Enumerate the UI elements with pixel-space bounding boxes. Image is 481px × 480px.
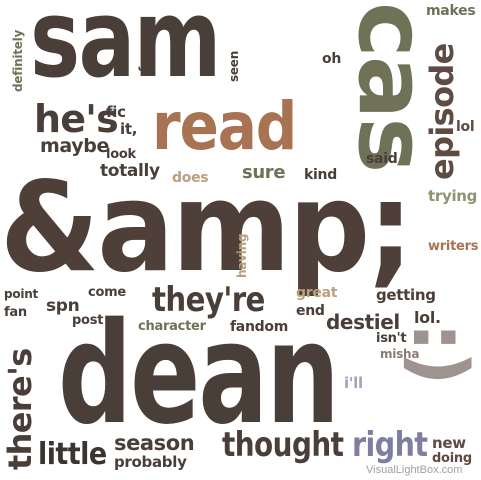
word-it: it, bbox=[120, 120, 138, 138]
word-isnt: isn't bbox=[376, 331, 407, 346]
word-read: read bbox=[152, 88, 297, 165]
word-episode: episode bbox=[423, 43, 461, 180]
word-seen: seen bbox=[227, 50, 241, 82]
word-lol2: lol. bbox=[414, 308, 441, 327]
word-probably: probably bbox=[114, 453, 187, 471]
word-dean: dean bbox=[58, 293, 340, 456]
word-maybe: maybe bbox=[40, 135, 110, 157]
word-hes: he's bbox=[34, 97, 119, 141]
word-season: season bbox=[114, 431, 195, 455]
word-definitely: definitely bbox=[11, 29, 25, 92]
word-misha: misha bbox=[380, 347, 420, 361]
word-theyre: they're bbox=[152, 280, 265, 320]
word-great: great bbox=[296, 285, 338, 301]
word-new: new bbox=[432, 434, 466, 452]
word-destiel: destiel bbox=[326, 310, 400, 334]
word-come: come bbox=[88, 285, 126, 300]
word-ill: i'll bbox=[344, 374, 363, 392]
word-end: end bbox=[296, 303, 325, 319]
watermark-credit: VisualLightBox.com bbox=[366, 464, 463, 476]
word-kind: kind bbox=[304, 167, 337, 183]
word-lol: lol bbox=[456, 119, 475, 135]
word-trying: trying bbox=[428, 187, 478, 205]
word-oh: oh bbox=[322, 51, 342, 67]
word-fans: fans bbox=[137, 43, 151, 72]
word-character: character bbox=[138, 319, 206, 334]
word-sam: sam bbox=[30, 0, 221, 102]
word-post: post bbox=[72, 313, 104, 328]
word-fic: fic bbox=[106, 103, 126, 121]
word-spn: spn bbox=[46, 296, 80, 316]
word-doing: doing bbox=[432, 451, 472, 466]
word-amp: &amp; bbox=[0, 156, 414, 300]
word-thought: thought bbox=[222, 425, 344, 465]
word-little: little bbox=[38, 437, 107, 472]
word-having: having bbox=[235, 233, 249, 278]
word-makes: makes bbox=[426, 3, 476, 19]
word-look: look bbox=[106, 147, 136, 162]
word-fandom: fandom bbox=[230, 319, 289, 335]
word-getting: getting bbox=[376, 286, 436, 304]
word-writers: writers bbox=[428, 239, 479, 254]
word-does: does bbox=[172, 170, 209, 186]
word-sure: sure bbox=[242, 162, 286, 183]
word-said: said bbox=[366, 151, 398, 167]
word-right: right bbox=[352, 425, 428, 465]
word-totally: totally bbox=[100, 161, 160, 181]
word-fan: fan bbox=[4, 305, 27, 320]
word-point: point bbox=[4, 287, 39, 301]
word-theres: there's bbox=[1, 348, 39, 470]
